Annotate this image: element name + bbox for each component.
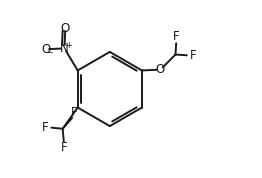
Text: N: N <box>60 42 69 55</box>
Text: O: O <box>156 63 165 76</box>
Text: F: F <box>173 30 180 43</box>
Text: O: O <box>41 43 51 56</box>
Text: +: + <box>65 41 72 50</box>
Text: F: F <box>71 106 78 119</box>
Text: F: F <box>61 141 67 154</box>
Text: O: O <box>61 22 70 35</box>
Text: F: F <box>42 121 48 134</box>
Text: F: F <box>190 49 196 62</box>
Text: −: − <box>45 48 53 58</box>
